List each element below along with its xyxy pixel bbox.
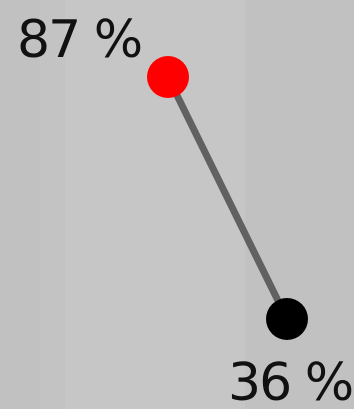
series-line xyxy=(164,73,291,323)
background-band xyxy=(245,0,354,409)
start-value-label: 87 % xyxy=(17,10,143,70)
start-point xyxy=(147,56,189,98)
background-band xyxy=(0,0,40,409)
end-value-label: 36 % xyxy=(228,353,354,409)
end-point xyxy=(266,298,308,340)
background-band xyxy=(40,0,65,409)
